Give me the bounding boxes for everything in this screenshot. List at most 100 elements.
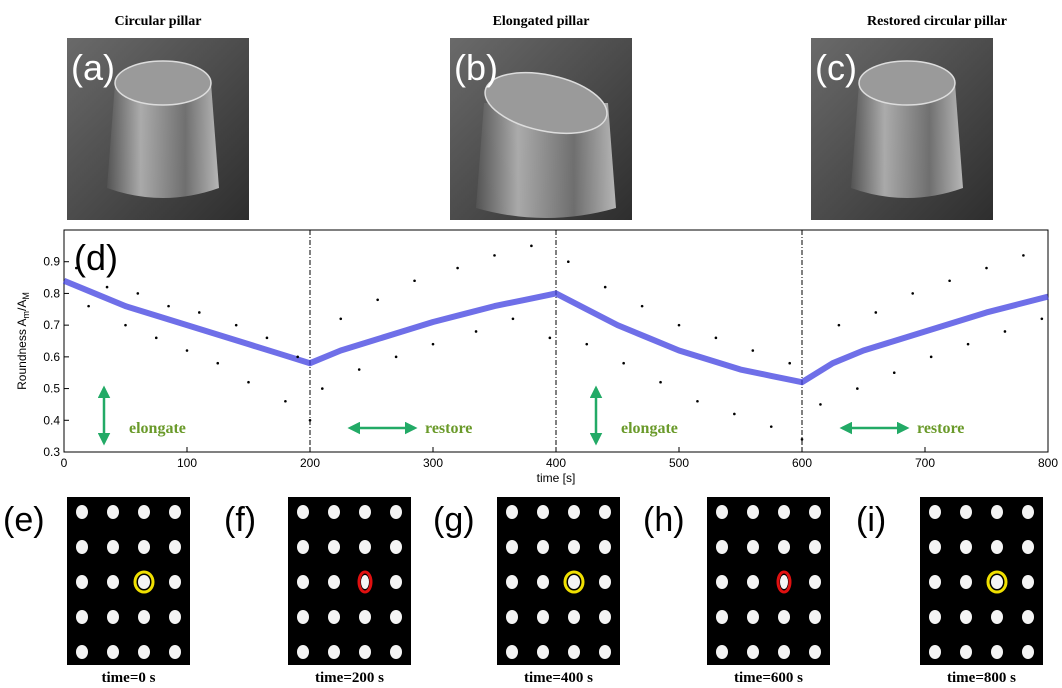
roundness-point — [75, 266, 78, 270]
pillar-dot — [359, 540, 371, 554]
pillar-dot — [169, 645, 181, 659]
roundness-point — [966, 342, 970, 346]
tracked-pillar-ring — [357, 570, 373, 594]
pillar-dot — [297, 575, 309, 589]
pillar-dot — [747, 540, 759, 554]
pillar-dot — [991, 645, 1003, 659]
pillar-dot — [568, 540, 580, 554]
pillar-dot — [747, 505, 759, 519]
pillar-body — [107, 83, 219, 198]
x-axis-label: time [s] — [537, 471, 576, 485]
roundness-point — [185, 349, 189, 352]
panel-title: Elongated pillar — [493, 14, 590, 29]
roundness-point — [677, 323, 681, 327]
pillar-dot — [599, 645, 611, 659]
roundness-point — [105, 285, 109, 289]
pillar-dot — [328, 610, 340, 624]
y-axis-label-part: m — [21, 311, 31, 319]
x-tick-label: 200 — [300, 456, 320, 470]
roundness-point — [154, 336, 158, 340]
roundness-point — [308, 418, 312, 422]
panel-title: Restored circular pillar — [867, 14, 1007, 29]
roundness-point — [493, 254, 496, 257]
roundness-point — [1040, 317, 1044, 321]
pillar-dot — [991, 540, 1003, 554]
pillar-dot — [599, 610, 611, 624]
pillar-dot — [506, 540, 518, 554]
pillar-dot — [169, 540, 181, 554]
roundness-point — [603, 285, 607, 289]
roundness-point — [714, 336, 718, 340]
pillar-dot — [599, 505, 611, 519]
y-axis-label-part: /A — [15, 300, 29, 311]
x-tick-label: 300 — [423, 456, 443, 470]
pillar-dot — [537, 540, 549, 554]
roundness-point — [530, 244, 533, 248]
pillar-dot — [991, 505, 1003, 519]
annotation: restore — [917, 420, 964, 437]
time-caption: time=200 s — [315, 670, 384, 686]
pillar-dot — [778, 540, 790, 554]
pillar-dot — [76, 575, 88, 589]
pillar-dot — [328, 540, 340, 554]
panel-label: (g) — [433, 501, 475, 539]
tracked-pillar-ring — [133, 570, 155, 594]
pillar-dot — [537, 575, 549, 589]
pillar-dot — [390, 540, 402, 554]
pillar-dot — [1022, 505, 1034, 519]
pillar-dot — [568, 645, 580, 659]
pillar-dot — [506, 575, 518, 589]
panel-label: (c) — [815, 47, 857, 88]
pillar-dot — [929, 575, 941, 589]
pillar-dot — [960, 505, 972, 519]
pillar-dot — [809, 575, 821, 589]
pillar-dot — [506, 610, 518, 624]
tracked-pillar-ring — [563, 570, 585, 594]
pillar-dot — [568, 610, 580, 624]
roundness-point — [892, 371, 896, 375]
pillar-dot — [809, 610, 821, 624]
panel-label: (e) — [3, 501, 45, 539]
roundness-point — [167, 304, 170, 308]
roundness-point — [929, 355, 933, 359]
panel-label: (a) — [71, 47, 115, 88]
panel-title: Circular pillar — [115, 14, 202, 29]
pillar-dot — [991, 610, 1003, 624]
pillar-dot — [107, 610, 119, 624]
pillar-dot — [960, 575, 972, 589]
roundness-point — [376, 298, 379, 302]
roundness-point — [321, 387, 324, 390]
annotation: elongate — [129, 420, 186, 437]
roundness-point — [548, 336, 552, 340]
roundness-point — [659, 380, 662, 384]
roundness-point — [948, 279, 951, 283]
pillar-dot — [747, 645, 759, 659]
pillar-dot — [169, 505, 181, 519]
roundness-point — [856, 387, 859, 390]
pillar-dot — [76, 645, 88, 659]
pillar-dot — [599, 575, 611, 589]
roundness-point — [788, 361, 791, 365]
pillar-dot — [1022, 610, 1034, 624]
annotation: restore — [425, 420, 472, 437]
pillar-dot — [138, 645, 150, 659]
roundness-point — [339, 317, 343, 321]
panel-label: (b) — [454, 47, 498, 88]
pillar-dot — [506, 645, 518, 659]
pillar-dot — [716, 540, 728, 554]
pillar-dot — [747, 610, 759, 624]
pillar-dot — [107, 575, 119, 589]
roundness-point — [413, 279, 416, 283]
pillar-dot — [297, 540, 309, 554]
y-tick-label: 0.6 — [43, 350, 60, 364]
y-axis-label: Roundness Am/AM — [15, 292, 31, 390]
panel-label: (d) — [74, 237, 118, 278]
roundness-point — [474, 330, 478, 333]
pillar-dot — [778, 645, 790, 659]
pillar-dot — [328, 575, 340, 589]
x-tick-label: 800 — [1038, 456, 1058, 470]
time-caption: time=0 s — [102, 670, 156, 686]
pillar-dot — [780, 575, 788, 589]
pillar-top — [858, 60, 956, 106]
